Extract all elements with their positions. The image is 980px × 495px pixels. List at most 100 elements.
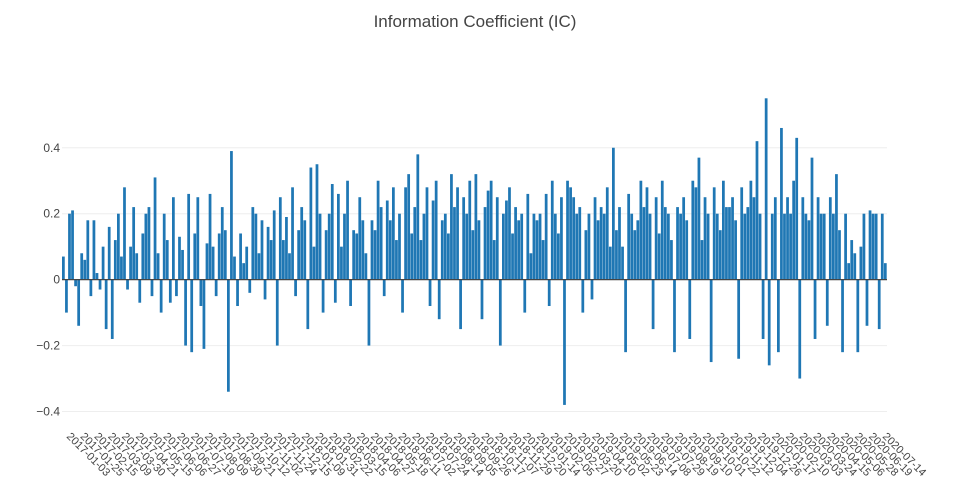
ic-bar <box>508 187 511 280</box>
ic-bar <box>291 187 294 280</box>
ic-bar <box>801 197 805 280</box>
ic-bar <box>83 259 87 280</box>
ic-bar <box>639 180 643 280</box>
ic-bar <box>165 240 169 280</box>
ic-bar <box>217 233 221 280</box>
ic-bar <box>117 213 120 280</box>
ic-bar <box>612 147 615 280</box>
ic-bar <box>773 197 777 280</box>
ic-bar <box>777 279 780 353</box>
ic-bar <box>404 187 407 280</box>
ic-bar <box>315 164 319 280</box>
ic-bar <box>618 207 621 280</box>
ic-bar <box>856 279 860 353</box>
ic-bar <box>734 220 737 280</box>
y-tick-label: −0.2 <box>36 339 60 353</box>
ic-bar <box>486 190 490 280</box>
ic-bar <box>786 197 789 280</box>
ic-bar <box>321 279 325 313</box>
ic-bar <box>285 216 288 280</box>
ic-bar <box>401 279 404 313</box>
ic-bar <box>718 230 722 280</box>
ic-bar <box>642 207 646 280</box>
ic-bar <box>633 230 637 280</box>
ic-bar <box>181 249 184 280</box>
ic-bar <box>248 279 252 293</box>
ic-bar <box>361 220 365 280</box>
ic-bar <box>563 279 566 405</box>
ic-bar <box>477 220 481 280</box>
ic-bar <box>706 213 710 280</box>
ic-bar <box>62 256 65 280</box>
ic-bar <box>168 279 172 303</box>
ic-bar <box>123 187 126 280</box>
ic-bar <box>584 230 588 280</box>
ic-bar <box>294 279 297 297</box>
ic-bar <box>239 233 242 280</box>
ic-bar <box>862 213 866 280</box>
ic-bar <box>422 213 426 280</box>
ic-bar <box>746 207 750 280</box>
ic-bar <box>743 213 747 280</box>
ic-bar <box>645 187 649 280</box>
ic-bar <box>654 197 658 280</box>
ic-bar <box>135 253 139 280</box>
ic-bar <box>569 187 572 280</box>
ic-bar <box>358 197 362 280</box>
ic-bar <box>529 253 533 280</box>
ic-bar <box>266 226 270 280</box>
ic-bar <box>728 207 731 280</box>
ic-bar <box>263 279 267 300</box>
ic-bar <box>132 207 136 280</box>
ic-bar <box>621 246 624 280</box>
ic-bar <box>740 187 744 280</box>
ic-bar <box>98 279 102 290</box>
ic-bar <box>792 180 796 280</box>
ic-bar <box>407 174 411 280</box>
ic-bar <box>388 220 392 280</box>
ic-bar <box>841 279 844 353</box>
ic-bar <box>523 279 527 313</box>
ic-bar <box>120 256 123 280</box>
ic-bar <box>566 180 569 280</box>
ic-bar <box>65 279 68 313</box>
ic-bar <box>382 279 386 297</box>
ic-bar <box>459 279 462 330</box>
ic-bar <box>526 193 530 280</box>
ic-bar <box>370 220 374 280</box>
ic-bar <box>227 279 230 392</box>
ic-bar <box>80 253 84 280</box>
ic-bar <box>419 240 423 280</box>
ic-bar <box>550 180 554 280</box>
ic-bar <box>71 210 74 280</box>
y-tick-label: 0.2 <box>43 207 60 221</box>
ic-bar <box>731 197 734 280</box>
ic-bar <box>624 279 627 353</box>
ic-bar <box>300 207 304 280</box>
ic-bar <box>810 157 814 280</box>
ic-bar <box>517 220 521 280</box>
ic-bar <box>541 240 545 280</box>
ic-bar <box>437 279 441 320</box>
ic-bar <box>385 200 389 280</box>
ic-bar <box>309 167 313 280</box>
ic-bar <box>223 230 227 280</box>
ic-bar <box>682 197 686 280</box>
ic-bar <box>877 279 881 330</box>
ic-bar <box>722 180 725 280</box>
ic-bar <box>514 207 517 280</box>
ic-bar <box>581 279 585 313</box>
ic-bar <box>272 210 276 280</box>
ic-bar <box>95 273 99 280</box>
ic-bar <box>667 213 670 280</box>
ic-bar <box>605 187 609 280</box>
ic-bar <box>874 213 878 280</box>
ic-bar <box>392 187 395 280</box>
ic-bar <box>395 240 398 280</box>
ic-bar <box>86 220 90 280</box>
ic-bar <box>871 213 875 280</box>
ic-bar <box>425 187 429 280</box>
ic-bar <box>789 213 792 280</box>
ic-bar <box>337 193 340 280</box>
